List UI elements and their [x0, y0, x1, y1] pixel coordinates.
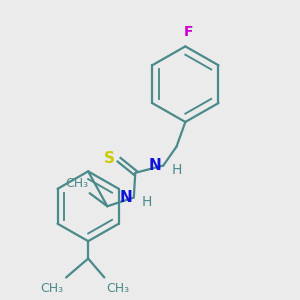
Text: F: F: [184, 25, 193, 39]
Text: S: S: [104, 151, 115, 166]
Text: CH₃: CH₃: [65, 177, 88, 190]
Text: CH₃: CH₃: [106, 282, 129, 295]
Text: H: H: [142, 195, 152, 209]
Text: N: N: [149, 158, 162, 173]
Text: H: H: [171, 163, 182, 177]
Text: CH₃: CH₃: [40, 282, 64, 295]
Text: N: N: [120, 190, 132, 205]
